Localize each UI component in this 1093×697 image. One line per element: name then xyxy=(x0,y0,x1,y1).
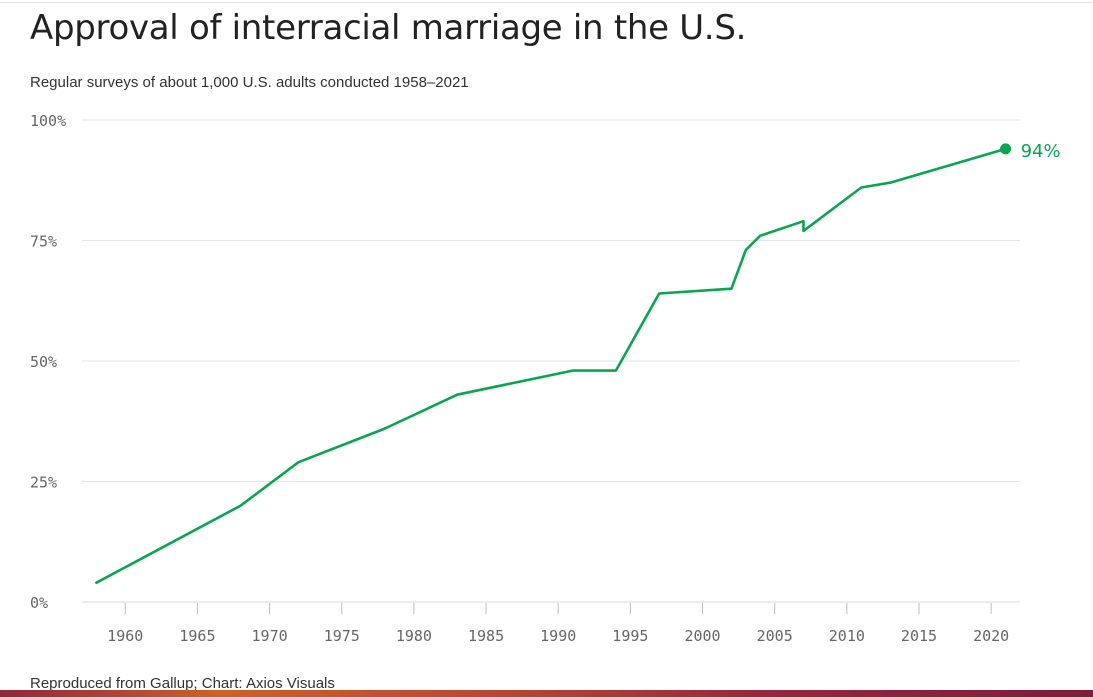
x-tick-label: 2015 xyxy=(901,627,937,645)
x-tick-label: 2000 xyxy=(684,627,720,645)
y-tick-label: 25% xyxy=(30,474,57,492)
bottom-band xyxy=(0,690,1093,697)
end-point-marker xyxy=(1000,143,1012,155)
chart-title: Approval of interracial marriage in the … xyxy=(30,8,747,48)
series-line-approve xyxy=(95,147,1007,585)
chart-subtitle: Regular surveys of about 1,000 U.S. adul… xyxy=(30,74,469,91)
x-tick-label: 2005 xyxy=(757,627,793,645)
x-tick-label: 2010 xyxy=(829,627,865,645)
x-tick-label: 1985 xyxy=(468,627,504,645)
source-note: Reproduced from Gallup; Chart: Axios Vis… xyxy=(30,675,335,692)
top-rule xyxy=(0,2,1093,3)
x-tick-label: 2020 xyxy=(973,627,1009,645)
y-tick-label: 50% xyxy=(30,353,57,371)
x-tick-label: 1975 xyxy=(324,627,360,645)
x-axis: 1960 1965 1970 1975 1980 1985 1990 1995 2000 2005… xyxy=(107,603,1009,645)
y-tick-label: 0% xyxy=(30,594,48,612)
x-tick-label: 1970 xyxy=(252,627,288,645)
x-tick-label: 1960 xyxy=(107,627,143,645)
x-tick-label: 1990 xyxy=(540,627,576,645)
y-tick-label: 100% xyxy=(30,112,66,130)
series-layer: 94% xyxy=(95,141,1061,585)
y-axis-labels: 0% 25% 50% 75% 100% xyxy=(30,112,66,612)
end-value-label: 94% xyxy=(1021,141,1061,162)
x-tick-label: 1995 xyxy=(612,627,648,645)
x-tick-label: 1965 xyxy=(179,627,215,645)
gridlines xyxy=(82,119,1020,603)
y-tick-label: 75% xyxy=(30,233,57,251)
x-tick-label: 1980 xyxy=(396,627,432,645)
